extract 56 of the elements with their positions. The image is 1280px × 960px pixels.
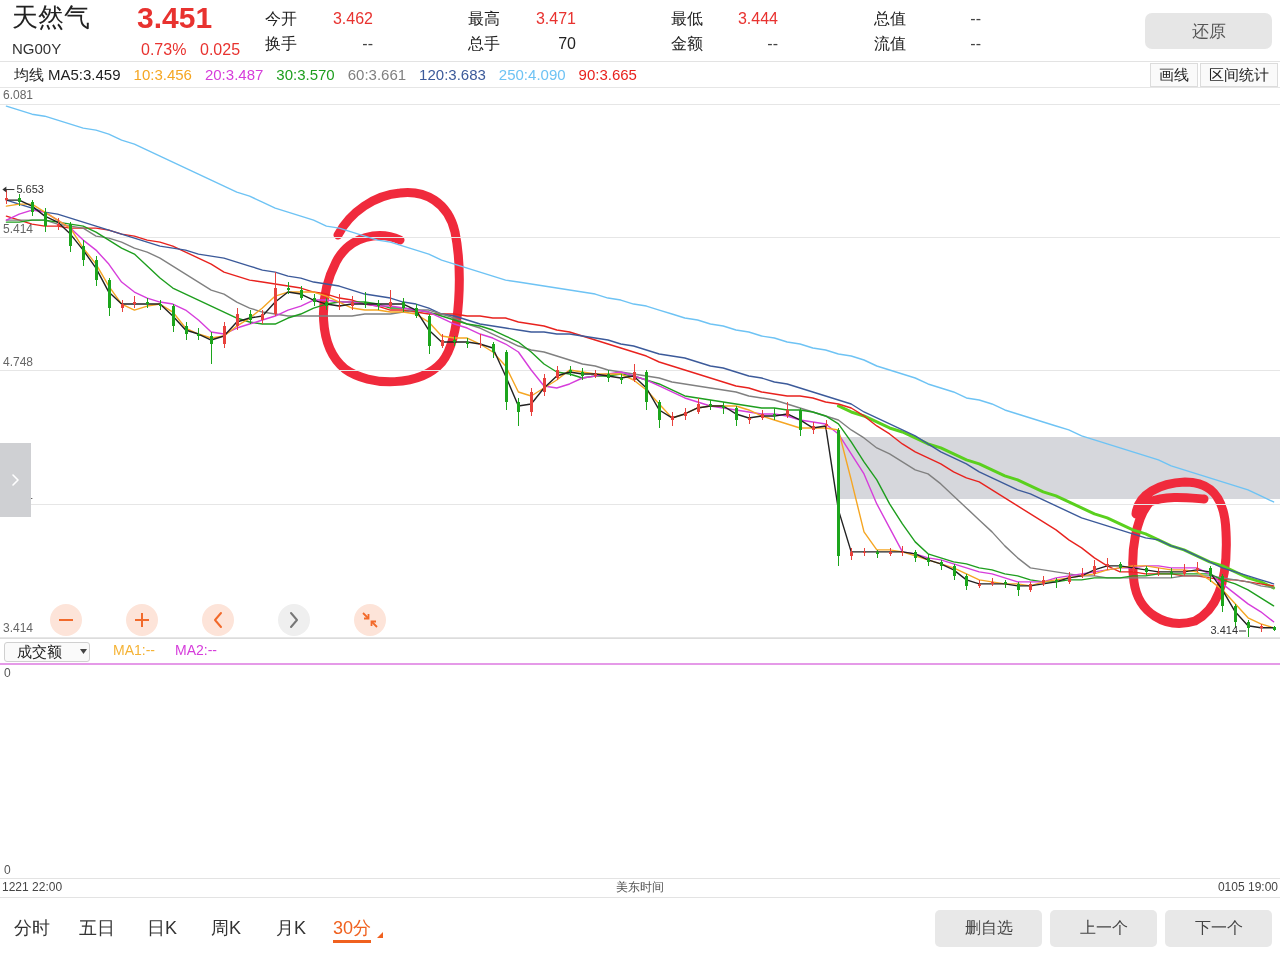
text: 0.73% — [141, 40, 187, 60]
text: MA5:3.459 — [48, 65, 121, 85]
text: 250:4.090 — [498, 65, 566, 85]
text: 五日 — [79, 918, 115, 940]
button[interactable]: 画线 — [1150, 63, 1198, 87]
text: 30:3.570 — [276, 65, 335, 85]
text: 日K — [147, 918, 178, 940]
y-tick-label: 4.748 — [3, 354, 34, 369]
button[interactable]: 上一个 — [1050, 910, 1157, 947]
button[interactable]: 删自选 — [935, 910, 1042, 947]
text: NG00Y — [12, 40, 62, 58]
text: MA2:-- — [175, 642, 217, 659]
dropdown[interactable]: 成交额 — [4, 642, 90, 662]
button[interactable]: 还原 — [1145, 13, 1272, 49]
legend-title: 均线 — [14, 65, 44, 85]
text: -- — [767, 34, 778, 54]
text: 换手 — [265, 34, 297, 54]
text: -- — [970, 34, 981, 54]
text: MA1:-- — [113, 642, 155, 659]
text: 20:3.487 — [204, 65, 264, 85]
text: 分时 — [14, 918, 50, 940]
text: 0 — [4, 863, 11, 878]
y-tick-label: 3.414 — [3, 621, 34, 636]
text: 总手 — [468, 34, 500, 54]
text: 30分 — [333, 918, 372, 943]
text: 最低 — [671, 9, 703, 29]
text: 最高 — [468, 9, 500, 29]
text: 总值 — [874, 9, 906, 29]
y-tick-label: 5.414 — [3, 221, 34, 236]
text: 今开 — [265, 9, 297, 29]
button[interactable]: 区间统计 — [1200, 63, 1278, 87]
text: 周K — [211, 918, 242, 940]
button[interactable]: 下一个 — [1165, 910, 1272, 947]
text: 3.451 — [137, 0, 213, 36]
text: 3.462 — [332, 9, 373, 29]
text: 120:3.683 — [419, 65, 486, 85]
text: 3.471 — [535, 9, 576, 29]
text: 美东时间 — [616, 880, 664, 895]
text: 天然气 — [12, 2, 90, 34]
text: 3.444 — [737, 9, 778, 29]
text: 0 — [4, 666, 11, 681]
text: 1221 22:00 — [2, 880, 63, 895]
text: 60:3.661 — [347, 65, 407, 85]
text: 月K — [276, 918, 307, 940]
text: 0.025 — [200, 40, 241, 60]
text: 金额 — [671, 34, 703, 54]
text: 10:3.456 — [133, 65, 192, 85]
text: -- — [970, 9, 981, 29]
annotation: 3.414 — [1210, 624, 1238, 637]
text: 0105 19:00 — [1217, 880, 1278, 895]
text: -- — [362, 34, 373, 54]
annotation: 5.653 — [16, 182, 44, 195]
text: 90:3.665 — [578, 65, 637, 85]
y-tick-label: 6.081 — [3, 88, 34, 103]
text: 流值 — [874, 34, 906, 54]
text: 70 — [558, 34, 576, 54]
